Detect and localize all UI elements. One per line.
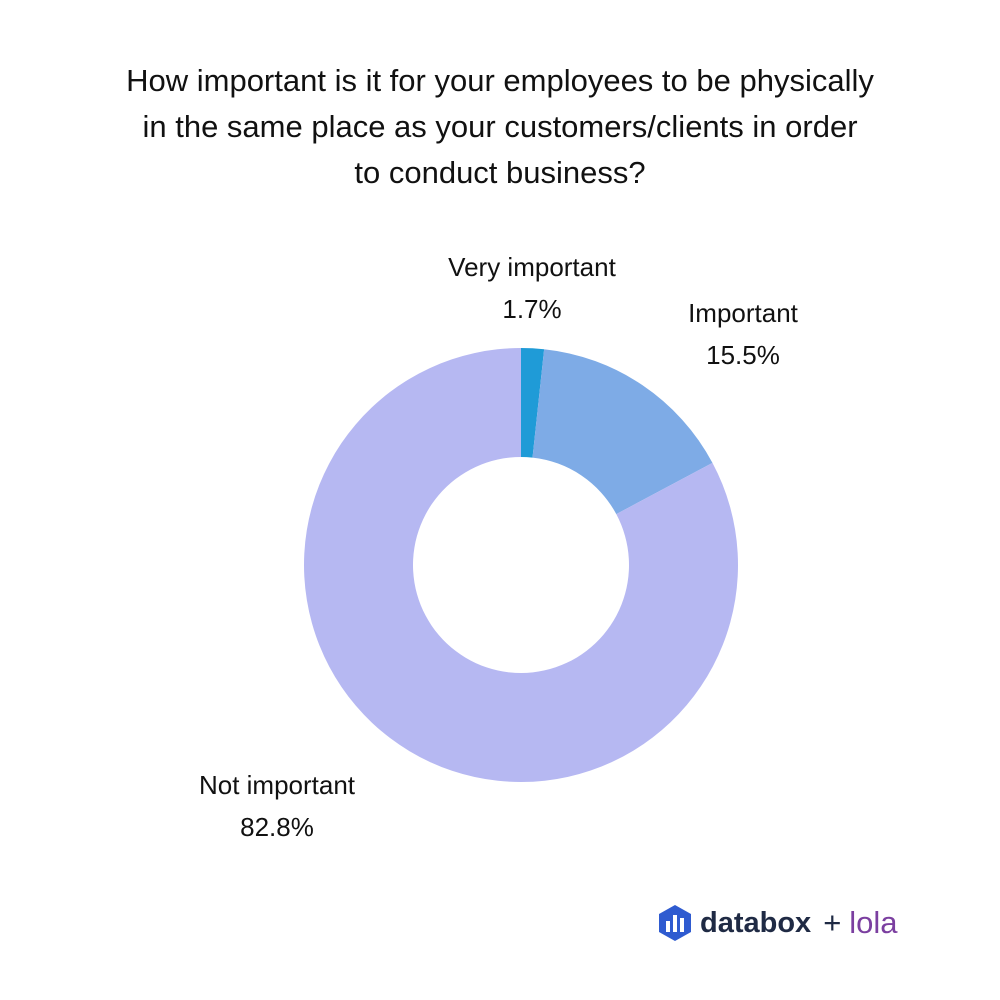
slice-label-not-important: Not important bbox=[198, 770, 356, 800]
slice-very-important bbox=[521, 348, 545, 458]
chart-title: How important is it for your employees t… bbox=[40, 58, 960, 196]
slice-value-very-important: 1.7% bbox=[502, 294, 562, 324]
brand-databox: databox bbox=[700, 906, 812, 939]
slice-not-important bbox=[304, 348, 739, 783]
title-line-2: in the same place as your customers/clie… bbox=[142, 109, 858, 144]
slice-important bbox=[532, 349, 713, 515]
slice-value-important: 15.5% bbox=[706, 340, 780, 370]
slice-value-not-important: 82.8% bbox=[240, 812, 314, 842]
label-not-important: Not important 82.8% bbox=[168, 764, 386, 848]
title-line-3: to conduct business? bbox=[354, 155, 646, 190]
brand-plus: + bbox=[823, 905, 842, 940]
label-important: Important 15.5% bbox=[660, 292, 826, 376]
slice-label-very-important: Very important bbox=[448, 252, 616, 282]
label-very-important: Very important 1.7% bbox=[420, 246, 644, 330]
brand-lola: lola bbox=[849, 905, 898, 940]
slice-label-important: Important bbox=[688, 298, 798, 328]
databox-logo-icon bbox=[659, 905, 691, 941]
title-line-1: How important is it for your employees t… bbox=[126, 63, 874, 98]
brand-logo: databox + lola bbox=[658, 903, 898, 943]
